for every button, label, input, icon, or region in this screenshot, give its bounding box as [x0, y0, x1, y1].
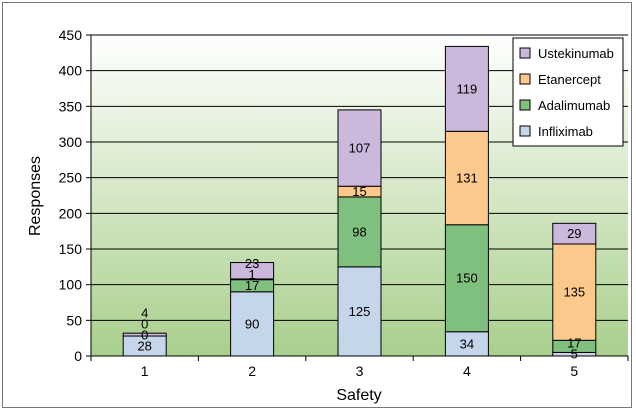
legend: Ustekinumab Etanercept Adalimumab Inflixima…	[512, 37, 624, 147]
data-label: 1	[248, 267, 255, 282]
legend-swatch	[519, 125, 531, 137]
data-label: 98	[352, 224, 366, 239]
data-label: 90	[245, 316, 259, 331]
data-label: 5	[571, 347, 578, 362]
bar-segment	[552, 222, 597, 245]
y-tick-label: 250	[59, 170, 83, 186]
y-tick-label: 350	[59, 98, 83, 114]
data-label: 15	[352, 184, 366, 199]
y-axis-title: Responses	[27, 156, 44, 236]
legend-box	[512, 37, 624, 147]
y-tick-label: 50	[66, 312, 82, 328]
data-label: 4	[141, 306, 148, 321]
y-tick-label: 0	[74, 348, 82, 364]
data-label: 28	[137, 339, 151, 354]
data-label: 0	[141, 317, 148, 332]
bar-segment	[444, 331, 489, 357]
bar-segment	[337, 196, 382, 268]
y-tick-label: 150	[59, 241, 83, 257]
bar-segment	[337, 266, 382, 357]
bar-segment	[122, 332, 167, 337]
x-tick-labels: 1 2 3 4 5	[141, 363, 579, 379]
y-tick-label: 200	[59, 205, 83, 221]
data-label: 0	[141, 328, 148, 343]
data-label: 17	[567, 336, 581, 351]
y-tick-label: 400	[59, 63, 83, 79]
x-tick-label: 3	[356, 363, 364, 379]
legend-swatch	[519, 73, 531, 85]
bar-segment	[337, 109, 382, 187]
data-label: 125	[349, 304, 371, 319]
data-label: 29	[567, 226, 581, 241]
bars: 2800490171231259815107341501311195171352…	[122, 45, 597, 362]
data-label: 135	[563, 285, 585, 300]
legend-label: Infliximab	[538, 124, 593, 139]
bar-segment	[444, 224, 489, 333]
data-label: 23	[245, 256, 259, 271]
legend-label: Etanercept	[538, 72, 601, 87]
data-label: 150	[456, 271, 478, 286]
bar-segment	[444, 45, 489, 132]
y-tick-label: 100	[59, 277, 83, 293]
bar-segment	[444, 130, 489, 226]
data-label: 131	[456, 171, 478, 186]
legend-label: Adalimumab	[538, 98, 610, 113]
data-label: 107	[349, 141, 371, 156]
data-label: 34	[460, 336, 474, 351]
legend-swatch	[519, 47, 531, 59]
x-tick-label: 1	[141, 363, 149, 379]
bar-segment	[552, 243, 597, 341]
legend-swatch	[519, 99, 531, 111]
y-tick-label: 300	[59, 134, 83, 150]
data-label: 119	[457, 81, 478, 96]
bar-segment	[230, 262, 275, 280]
x-tick-label: 4	[463, 363, 471, 379]
data-label: 17	[245, 278, 259, 293]
legend-label: Ustekinumab	[538, 46, 614, 61]
x-axis-title: Safety	[336, 387, 381, 404]
axes	[90, 35, 629, 361]
y-tick-label: 450	[59, 27, 83, 43]
x-tick-label: 5	[570, 363, 578, 379]
y-tick-labels: 0 50 100 150 200 250 300 350 400 450	[59, 27, 83, 364]
x-tick-label: 2	[248, 363, 256, 379]
